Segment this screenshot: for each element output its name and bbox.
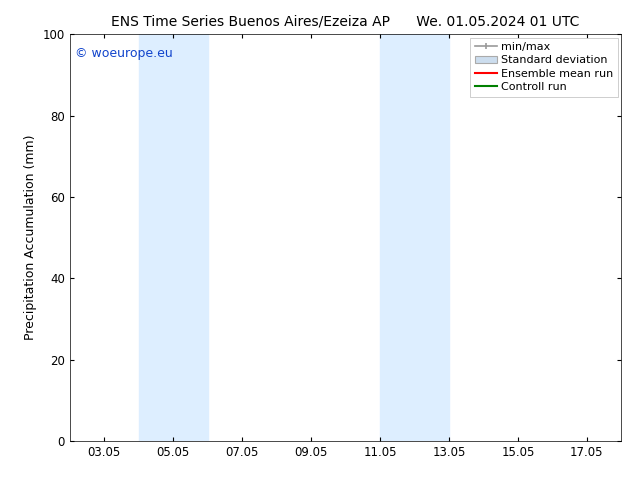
Bar: [139, 34, 207, 441]
Text: © woeurope.eu: © woeurope.eu: [75, 47, 173, 59]
Legend: min/max, Standard deviation, Ensemble mean run, Controll run: min/max, Standard deviation, Ensemble me…: [470, 38, 618, 97]
Bar: [380, 34, 449, 441]
Y-axis label: Precipitation Accumulation (mm): Precipitation Accumulation (mm): [24, 135, 37, 341]
Title: ENS Time Series Buenos Aires/Ezeiza AP      We. 01.05.2024 01 UTC: ENS Time Series Buenos Aires/Ezeiza AP W…: [112, 15, 579, 29]
